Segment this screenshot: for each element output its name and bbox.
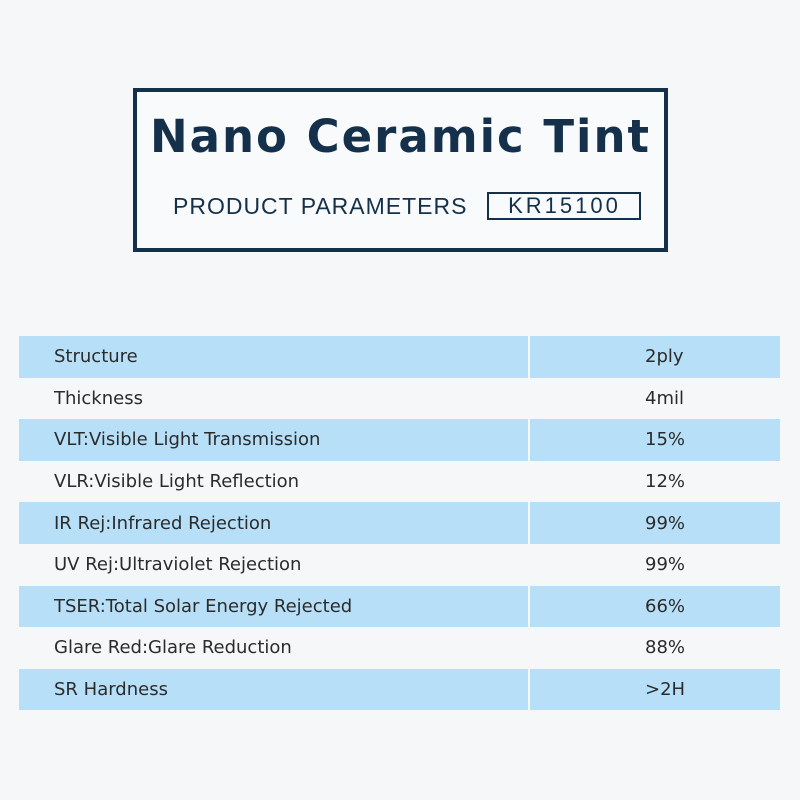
parameters-table: Structure 2ply Thickness 4mil VLT:Visibl…	[19, 336, 780, 711]
model-number-badge: KR15100	[487, 192, 642, 220]
table-row: Structure 2ply	[19, 336, 780, 378]
parameter-value: 99%	[530, 502, 780, 544]
parameter-value: 66%	[530, 585, 780, 628]
parameter-label: Structure	[19, 336, 528, 378]
parameter-value: 12%	[530, 460, 780, 503]
parameter-label: VLT:Visible Light Transmission	[19, 419, 528, 461]
parameter-label: SR Hardness	[19, 668, 528, 711]
parameter-label: VLR:Visible Light Reflection	[19, 460, 528, 503]
table-row: SR Hardness >2H	[19, 668, 780, 711]
parameter-value: 88%	[530, 627, 780, 669]
page-title: Nano Ceramic Tint	[149, 110, 652, 163]
parameter-value: 99%	[530, 543, 780, 586]
parameter-label: IR Rej:Infrared Rejection	[19, 502, 528, 544]
parameter-label: UV Rej:Ultraviolet Rejection	[19, 543, 528, 586]
parameter-value: 2ply	[530, 336, 780, 378]
table-row: Glare Red:Glare Reduction 88%	[19, 627, 780, 669]
table-row: TSER:Total Solar Energy Rejected 66%	[19, 585, 780, 628]
parameter-value: >2H	[530, 668, 780, 711]
subtitle-row: PRODUCT PARAMETERS KR15100	[173, 192, 642, 220]
title-frame: Nano Ceramic Tint PRODUCT PARAMETERS KR1…	[133, 88, 668, 252]
parameter-value: 4mil	[530, 377, 780, 420]
product-parameters-heading: PRODUCT PARAMETERS	[173, 192, 468, 219]
table-row: VLR:Visible Light Reflection 12%	[19, 460, 780, 503]
table-row: VLT:Visible Light Transmission 15%	[19, 419, 780, 461]
table-row: IR Rej:Infrared Rejection 99%	[19, 502, 780, 544]
parameter-label: TSER:Total Solar Energy Rejected	[19, 585, 528, 628]
table-row: Thickness 4mil	[19, 377, 780, 420]
parameter-label: Glare Red:Glare Reduction	[19, 627, 528, 669]
parameter-label: Thickness	[19, 377, 528, 420]
parameter-value: 15%	[530, 419, 780, 461]
table-row: UV Rej:Ultraviolet Rejection 99%	[19, 543, 780, 586]
